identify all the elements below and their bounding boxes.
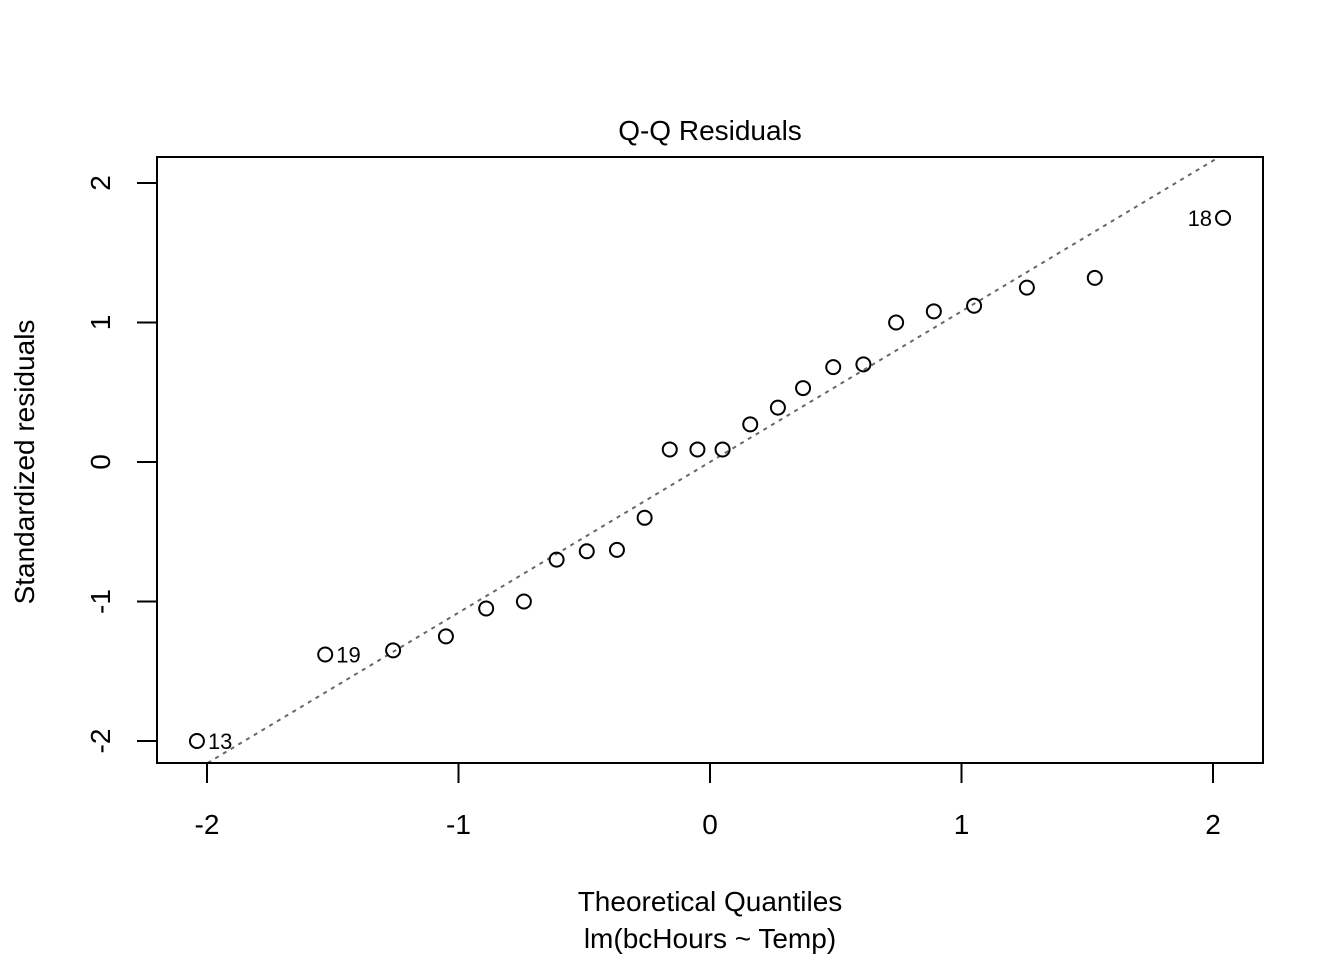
data-point — [825, 359, 842, 376]
data-point — [742, 416, 759, 433]
point-label: 18 — [1188, 206, 1212, 231]
y-axis: -2 -1 0 1 2 — [85, 175, 157, 753]
y-axis-label: Standardized residuals — [9, 320, 40, 605]
x-axis-label: Theoretical Quantiles — [578, 886, 843, 917]
x-tick-label: 2 — [1205, 809, 1221, 840]
data-point — [888, 314, 905, 331]
data-point — [689, 441, 706, 458]
data-point — [437, 628, 454, 645]
point-label: 13 — [208, 729, 232, 754]
y-tick-label: -2 — [85, 729, 116, 754]
data-point — [714, 441, 731, 458]
data-point — [966, 297, 983, 314]
data-point — [385, 642, 402, 659]
data-point — [1018, 279, 1035, 296]
data-point — [1215, 209, 1232, 226]
model-subtitle: lm(bcHours ~ Temp) — [584, 923, 836, 954]
data-point — [925, 303, 942, 320]
plot-frame — [156, 156, 1264, 764]
x-tick-label: -1 — [446, 809, 471, 840]
data-point — [855, 356, 872, 373]
data-point — [515, 593, 532, 610]
y-tick-label: 0 — [85, 454, 116, 470]
data-points: 13 19 18 — [188, 206, 1232, 754]
reference-line — [207, 156, 1220, 764]
x-tick-label: -2 — [195, 809, 220, 840]
data-point — [317, 646, 334, 663]
point-label: 19 — [336, 643, 360, 668]
chart-title: Q-Q Residuals — [618, 115, 802, 146]
data-point — [636, 509, 653, 526]
data-point — [1086, 269, 1103, 286]
y-tick-label: -1 — [85, 589, 116, 614]
data-point — [661, 441, 678, 458]
data-point — [478, 600, 495, 617]
data-point — [188, 733, 205, 749]
data-point — [578, 543, 595, 560]
data-point — [608, 541, 625, 558]
x-tick-label: 0 — [702, 809, 718, 840]
x-axis: -2 -1 0 1 2 — [195, 763, 1221, 840]
qq-reference-line — [207, 156, 1220, 764]
data-point — [548, 551, 565, 568]
y-tick-label: 1 — [85, 315, 116, 331]
y-tick-label: 2 — [85, 175, 116, 191]
data-point — [795, 380, 812, 397]
x-tick-label: 1 — [954, 809, 970, 840]
data-point — [769, 399, 786, 416]
